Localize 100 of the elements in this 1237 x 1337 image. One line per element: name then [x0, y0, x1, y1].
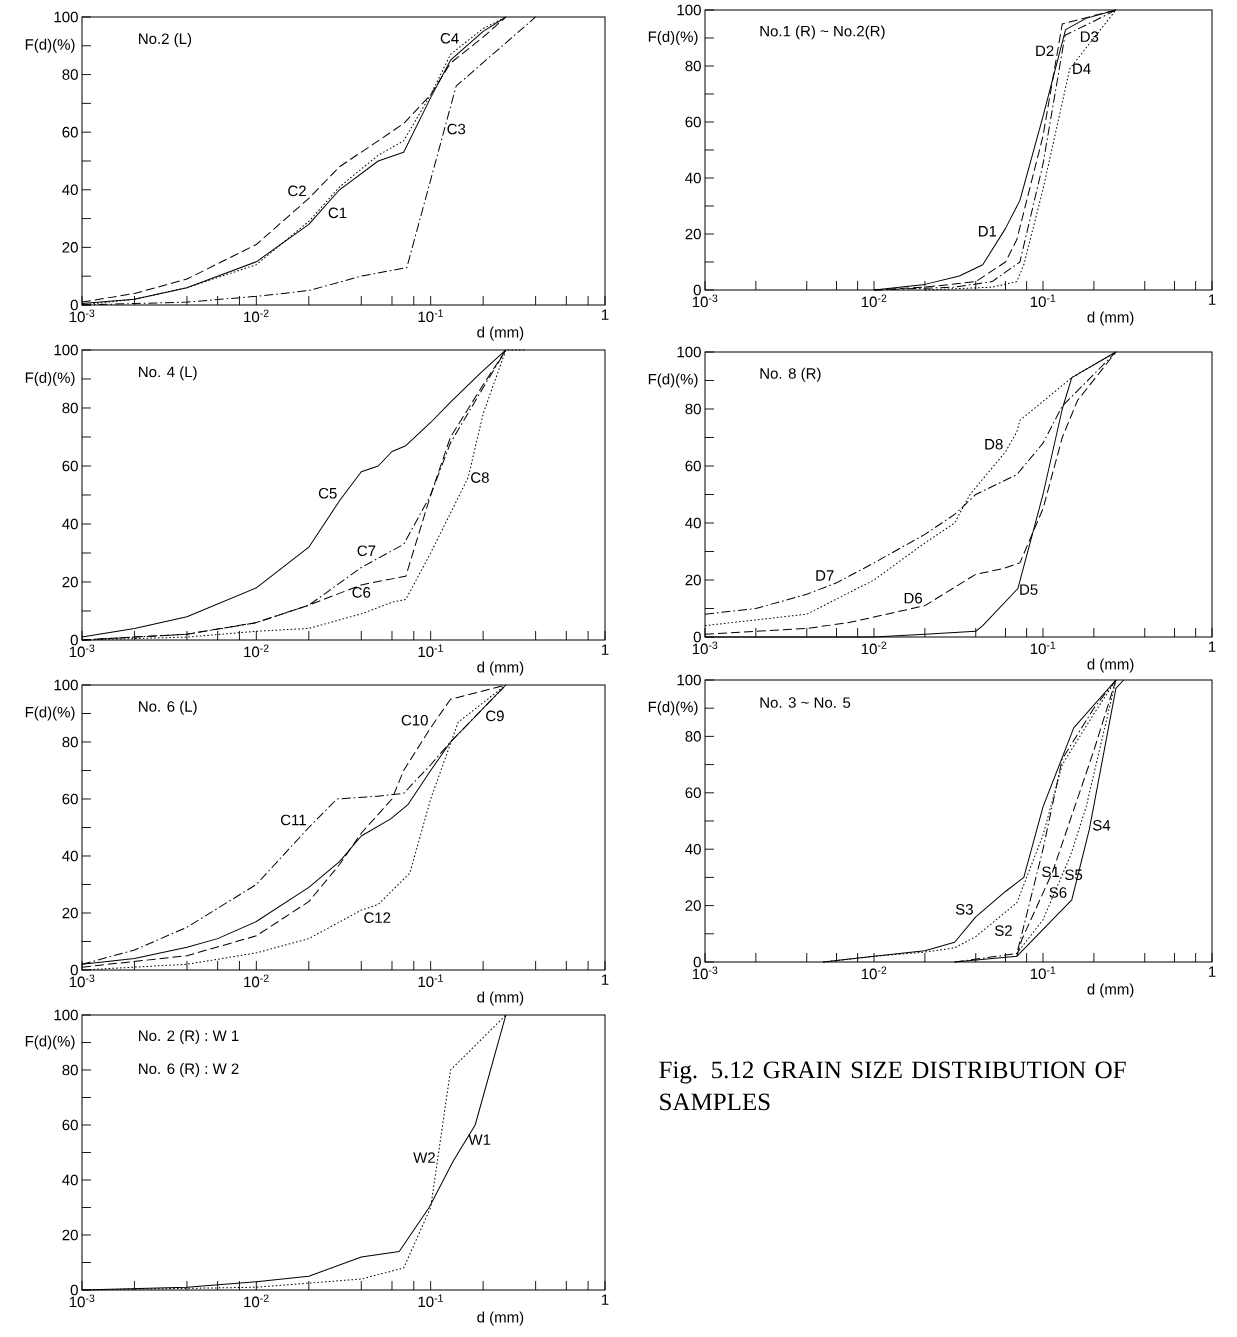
series-label: C8 — [471, 472, 489, 483]
y-axis-title: F(d)(%) — [25, 1035, 75, 1050]
y-tick-label: 80 — [685, 731, 701, 742]
series-label: S4 — [1093, 820, 1111, 831]
y-tick-label: 20 — [62, 907, 78, 919]
y-tick-label: 40 — [685, 843, 701, 855]
series-label: S3 — [955, 904, 973, 915]
text: Fig. 5.12 GRAIN SIZE DISTRIBUTION OF SAMPLES — [659, 1061, 1126, 1111]
y-tick-label: 80 — [62, 402, 78, 414]
y-tick-label: 80 — [62, 1064, 78, 1076]
x-tick-label: 10$^{-3}$ — [692, 294, 718, 308]
x-axis-title: d (mm) — [477, 1311, 524, 1326]
x-axis-title: d (mm) — [1087, 983, 1134, 998]
y-tick-label: 20 — [685, 228, 701, 240]
series-label: D5 — [1020, 584, 1038, 595]
x-tick-label: 10$^{-2}$ — [244, 974, 269, 988]
x-tick-label: 10$^{-1}$ — [418, 974, 443, 988]
series-label: C10 — [401, 714, 428, 726]
series-label: C4 — [440, 32, 459, 44]
series-label: S6 — [1049, 887, 1067, 898]
x-tick-label: 10$^{-1}$ — [1030, 294, 1056, 308]
y-tick-label: 40 — [62, 850, 78, 862]
y-tick-label: 80 — [685, 403, 701, 415]
series-label: C5 — [318, 487, 337, 499]
series-label: D4 — [1073, 63, 1091, 74]
y-tick-label: 100 — [677, 674, 701, 686]
text: No. 6 (L) — [139, 700, 197, 715]
y-tick-label: 0 — [70, 1284, 78, 1296]
y-tick-label: 20 — [62, 242, 78, 253]
y-tick-label: 100 — [677, 4, 701, 16]
y-tick-label: 0 — [70, 634, 78, 646]
series-label: C9 — [486, 710, 504, 722]
x-axis-title: d (mm) — [477, 991, 524, 1006]
text: No. 2 (R) : W 1 — [139, 1030, 239, 1044]
x-tick-label: 10$^{-2}$ — [861, 641, 887, 655]
text: No. 8 (R) — [760, 367, 821, 382]
series-label: C3 — [447, 123, 466, 135]
y-tick-label: 60 — [685, 787, 701, 799]
series-label: C6 — [352, 587, 371, 598]
x-axis-title: d (mm) — [477, 661, 524, 676]
x-tick-label: 10$^{-2}$ — [244, 1294, 269, 1308]
x-tick-label: 10$^{-3}$ — [69, 309, 95, 323]
x-axis-title: d (mm) — [477, 326, 524, 341]
x-tick-label: 10$^{-1}$ — [1030, 641, 1056, 655]
x-tick-label: 1 — [1209, 966, 1216, 977]
series-label: D7 — [816, 570, 834, 581]
y-tick-label: 0 — [70, 964, 78, 976]
series-label: D2 — [1036, 45, 1054, 56]
x-tick-label: 1 — [602, 309, 609, 320]
y-axis-title: F(d)(%) — [648, 373, 698, 388]
series-label: C2 — [288, 185, 306, 197]
y-tick-label: 60 — [62, 1119, 78, 1131]
x-tick-label: 1 — [602, 644, 609, 655]
series-label: D6 — [904, 592, 923, 604]
series-label: C11 — [281, 814, 306, 826]
x-tick-label: 10$^{-1}$ — [418, 1294, 443, 1308]
series-label: W1 — [468, 1134, 491, 1145]
x-tick-label: 10$^{-1}$ — [1030, 966, 1056, 980]
y-tick-label: 0 — [70, 299, 78, 311]
series-label: C1 — [328, 207, 347, 219]
x-tick-label: 10$^{-3}$ — [69, 1294, 95, 1308]
text: No. 6 (R) : W 2 — [139, 1063, 239, 1077]
x-tick-label: 10$^{-2}$ — [244, 309, 269, 323]
text: No. 3 ~ No. 5 — [760, 697, 851, 708]
y-tick-label: 60 — [685, 460, 701, 472]
y-tick-label: 40 — [62, 184, 78, 196]
x-tick-label: 1 — [1209, 641, 1216, 652]
y-tick-label: 20 — [62, 576, 78, 588]
series-label: C7 — [357, 545, 376, 557]
y-tick-label: 60 — [62, 460, 78, 472]
series-label: S1 — [1042, 866, 1060, 878]
y-tick-label: 100 — [677, 346, 701, 358]
series-label: W2 — [413, 1152, 435, 1163]
y-tick-label: 40 — [62, 1174, 78, 1186]
y-tick-label: 40 — [62, 518, 78, 530]
x-tick-label: 10$^{-3}$ — [692, 966, 718, 980]
x-tick-label: 10$^{-1}$ — [418, 309, 443, 323]
x-tick-label: 10$^{-2}$ — [244, 644, 269, 658]
x-tick-label: 1 — [602, 1294, 609, 1305]
x-tick-label: 1 — [1209, 294, 1216, 305]
x-tick-label: 10$^{-3}$ — [69, 974, 95, 988]
y-tick-label: 100 — [54, 1009, 78, 1021]
y-tick-label: 40 — [685, 172, 701, 184]
y-tick-label: 20 — [685, 574, 701, 586]
y-tick-label: 80 — [685, 60, 701, 72]
series-label: D8 — [985, 438, 1003, 450]
y-tick-label: 0 — [693, 956, 701, 968]
y-tick-label: 0 — [693, 284, 701, 296]
x-tick-label: 10$^{-2}$ — [861, 966, 887, 980]
y-tick-label: 100 — [54, 344, 78, 356]
series-label: D1 — [979, 226, 997, 237]
x-tick-label: 10$^{-1}$ — [418, 644, 443, 658]
series-label: S2 — [995, 925, 1012, 936]
series-label: D3 — [1080, 31, 1099, 42]
text: No.2 (L) — [139, 33, 192, 48]
y-axis-title: F(d)(%) — [25, 372, 75, 386]
x-axis-title: d (mm) — [1087, 311, 1134, 326]
y-tick-label: 80 — [62, 736, 78, 748]
y-tick-label: 0 — [693, 631, 701, 643]
y-tick-label: 100 — [54, 11, 78, 23]
